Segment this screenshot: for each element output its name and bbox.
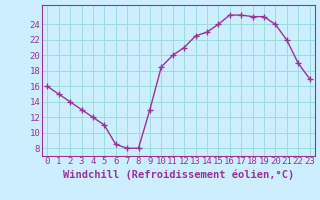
- X-axis label: Windchill (Refroidissement éolien,°C): Windchill (Refroidissement éolien,°C): [63, 169, 294, 180]
